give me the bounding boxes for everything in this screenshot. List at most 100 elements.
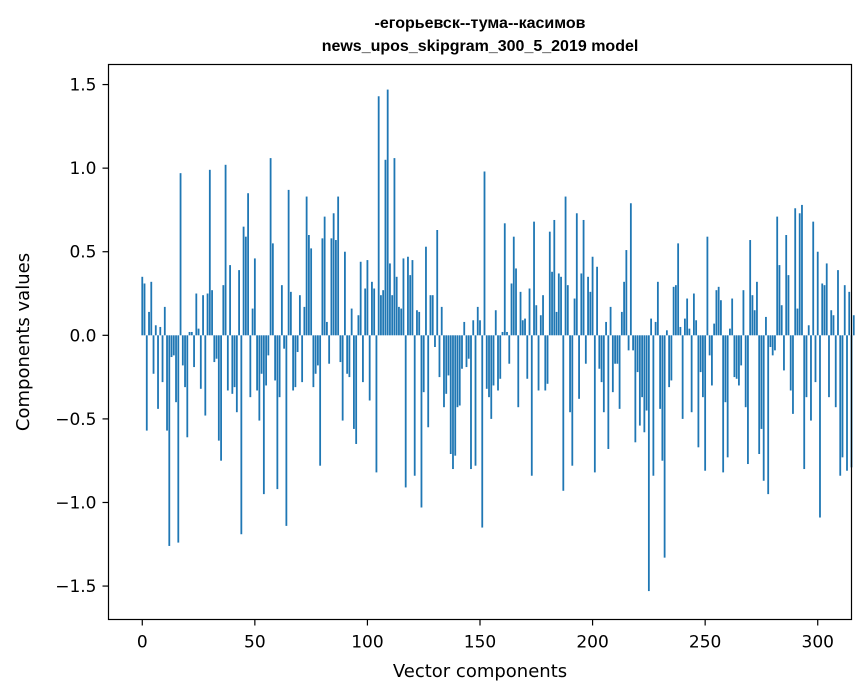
bar-component-286 xyxy=(785,235,788,336)
bar-component-156 xyxy=(492,335,495,386)
bar-component-261 xyxy=(729,328,731,336)
bar-component-202 xyxy=(596,266,598,336)
bar-component-191 xyxy=(571,335,574,466)
bar-component-99 xyxy=(364,288,367,336)
bar-component-115 xyxy=(400,308,403,336)
bar-component-250 xyxy=(704,335,707,471)
bar-component-292 xyxy=(798,213,801,336)
bar-component-217 xyxy=(629,203,632,336)
bar-component-193 xyxy=(575,213,578,336)
bar-component-118 xyxy=(407,256,409,336)
bar-component-87 xyxy=(337,196,340,336)
bar-component-48 xyxy=(249,335,252,398)
bar-component-10 xyxy=(163,306,166,336)
bar-component-72 xyxy=(303,306,306,336)
bar-component-131 xyxy=(436,230,439,336)
bar-component-21 xyxy=(188,331,191,336)
bar-component-50 xyxy=(253,258,256,336)
bar-component-236 xyxy=(672,286,675,336)
bar-component-240 xyxy=(681,335,684,419)
bar-component-226 xyxy=(650,318,653,336)
bar-component-174 xyxy=(533,221,535,336)
bar-component-287 xyxy=(787,275,790,336)
bar-component-29 xyxy=(206,293,209,336)
bar-component-98 xyxy=(362,335,364,383)
bar-component-259 xyxy=(724,335,727,403)
bar-component-248 xyxy=(699,335,702,373)
bar-component-291 xyxy=(796,308,799,336)
bar-component-222 xyxy=(641,335,644,398)
bar-component-135 xyxy=(445,335,448,394)
bar-component-138 xyxy=(452,335,454,470)
bar-component-9 xyxy=(161,335,164,383)
bar-component-126 xyxy=(425,246,427,336)
bar-component-61 xyxy=(278,335,281,398)
bar-component-189 xyxy=(566,285,569,336)
bar-component-129 xyxy=(431,295,434,336)
bar-component-5 xyxy=(152,335,155,374)
bar-component-114 xyxy=(398,306,400,336)
bar-component-255 xyxy=(715,290,718,336)
bar-component-47 xyxy=(247,193,249,336)
bar-component-274 xyxy=(758,335,761,454)
bar-component-14 xyxy=(172,335,175,356)
bar-component-200 xyxy=(591,256,594,336)
bar-component-297 xyxy=(810,335,812,421)
y-tick-label: −0.5 xyxy=(55,410,96,430)
x-axis-ticks: 0 50 100 150 200 250 300 xyxy=(137,619,834,653)
bar-component-95 xyxy=(355,335,358,444)
bar-component-242 xyxy=(686,298,689,336)
bar-component-23 xyxy=(193,335,195,368)
bar-component-281 xyxy=(774,335,776,351)
bar-component-196 xyxy=(582,219,585,336)
bar-component-34 xyxy=(217,335,220,441)
bar-component-35 xyxy=(220,335,222,461)
bar-component-123 xyxy=(418,311,421,336)
bar-component-140 xyxy=(456,335,459,408)
bar-component-59 xyxy=(274,335,277,381)
x-tick-label: 0 xyxy=(137,633,148,653)
bar-component-75 xyxy=(310,248,313,336)
bar-component-7 xyxy=(157,335,159,409)
bar-component-119 xyxy=(409,275,412,336)
x-axis-label: Vector components xyxy=(393,661,567,682)
bar-component-309 xyxy=(837,270,839,336)
bar-component-53 xyxy=(260,335,263,374)
bar-component-173 xyxy=(530,335,533,476)
bar-component-142 xyxy=(461,335,463,369)
bar-component-277 xyxy=(765,316,767,336)
bar-component-213 xyxy=(620,311,623,336)
bar-component-141 xyxy=(458,335,461,406)
bar-component-6 xyxy=(154,325,157,336)
bar-component-307 xyxy=(832,315,835,336)
bar-component-139 xyxy=(454,335,457,456)
bar-component-278 xyxy=(767,335,770,495)
bar-component-133 xyxy=(440,306,443,336)
bar-component-224 xyxy=(645,335,648,411)
x-tick-label: 300 xyxy=(802,633,834,653)
bar-component-13 xyxy=(170,335,173,358)
bar-component-70 xyxy=(298,295,301,336)
x-tick-label: 150 xyxy=(464,633,496,653)
bar-component-19 xyxy=(184,335,186,388)
bar-component-122 xyxy=(416,310,418,336)
bar-component-271 xyxy=(751,295,754,336)
bar-component-252 xyxy=(708,335,711,356)
bar-component-124 xyxy=(420,335,423,508)
bar-component-233 xyxy=(665,330,668,336)
bar-component-45 xyxy=(242,226,245,336)
bar-component-253 xyxy=(711,335,713,386)
x-tick-label: 100 xyxy=(351,633,383,653)
bar-component-184 xyxy=(555,311,558,336)
bar-component-101 xyxy=(368,335,371,401)
bar-component-228 xyxy=(654,321,657,336)
bar-component-128 xyxy=(429,295,432,336)
bar-component-25 xyxy=(197,328,200,336)
bar-component-267 xyxy=(742,290,745,336)
bar-component-150 xyxy=(479,320,481,336)
bar-component-284 xyxy=(780,305,783,336)
bar-component-265 xyxy=(738,335,740,386)
bar-component-157 xyxy=(494,310,497,336)
bar-component-38 xyxy=(226,335,229,391)
bar-component-153 xyxy=(485,335,488,389)
